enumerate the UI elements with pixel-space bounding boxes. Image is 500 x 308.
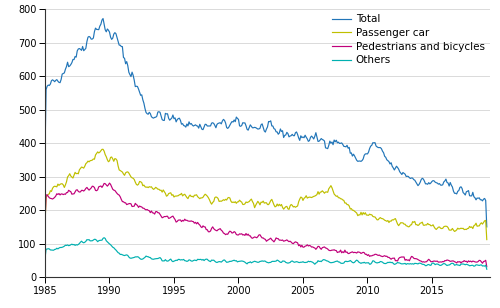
Line: Total: Total: [45, 18, 487, 227]
Pedestrians and bicycles: [478, 259, 484, 262]
Others: [152, 257, 158, 261]
Passenger car: [202, 192, 208, 196]
Pedestrians and bicycles: [42, 221, 48, 225]
Total: [100, 17, 106, 20]
Passenger car: [74, 172, 80, 175]
Passenger car: [478, 222, 484, 226]
Pedestrians and bicycles: [434, 259, 440, 263]
Pedestrians and bicycles: [152, 210, 158, 213]
Passenger car: [152, 185, 158, 189]
Total: [74, 49, 80, 53]
Pedestrians and bicycles: [106, 181, 112, 185]
Line: Others: Others: [45, 238, 487, 269]
Pedestrians and bicycles: [202, 225, 208, 229]
Others: [478, 263, 484, 267]
Pedestrians and bicycles: [484, 265, 490, 269]
Line: Pedestrians and bicycles: Pedestrians and bicycles: [45, 183, 487, 267]
Passenger car: [102, 153, 108, 156]
Line: Passenger car: Passenger car: [45, 149, 487, 240]
Others: [434, 262, 440, 266]
Pedestrians and bicycles: [74, 188, 80, 192]
Total: [484, 225, 490, 229]
Others: [74, 243, 80, 247]
Others: [42, 257, 48, 261]
Passenger car: [484, 238, 490, 241]
Passenger car: [434, 226, 440, 230]
Passenger car: [42, 223, 48, 227]
Pedestrians and bicycles: [101, 182, 107, 185]
Passenger car: [100, 148, 106, 151]
Others: [484, 267, 490, 271]
Legend: Total, Passenger car, Pedestrians and bicycles, Others: Total, Passenger car, Pedestrians and bi…: [330, 12, 487, 67]
Total: [152, 116, 158, 119]
Total: [102, 28, 108, 32]
Total: [202, 122, 208, 126]
Total: [42, 151, 48, 155]
Others: [101, 236, 107, 240]
Others: [102, 237, 108, 240]
Total: [478, 198, 484, 202]
Others: [202, 258, 208, 261]
Total: [434, 181, 440, 185]
